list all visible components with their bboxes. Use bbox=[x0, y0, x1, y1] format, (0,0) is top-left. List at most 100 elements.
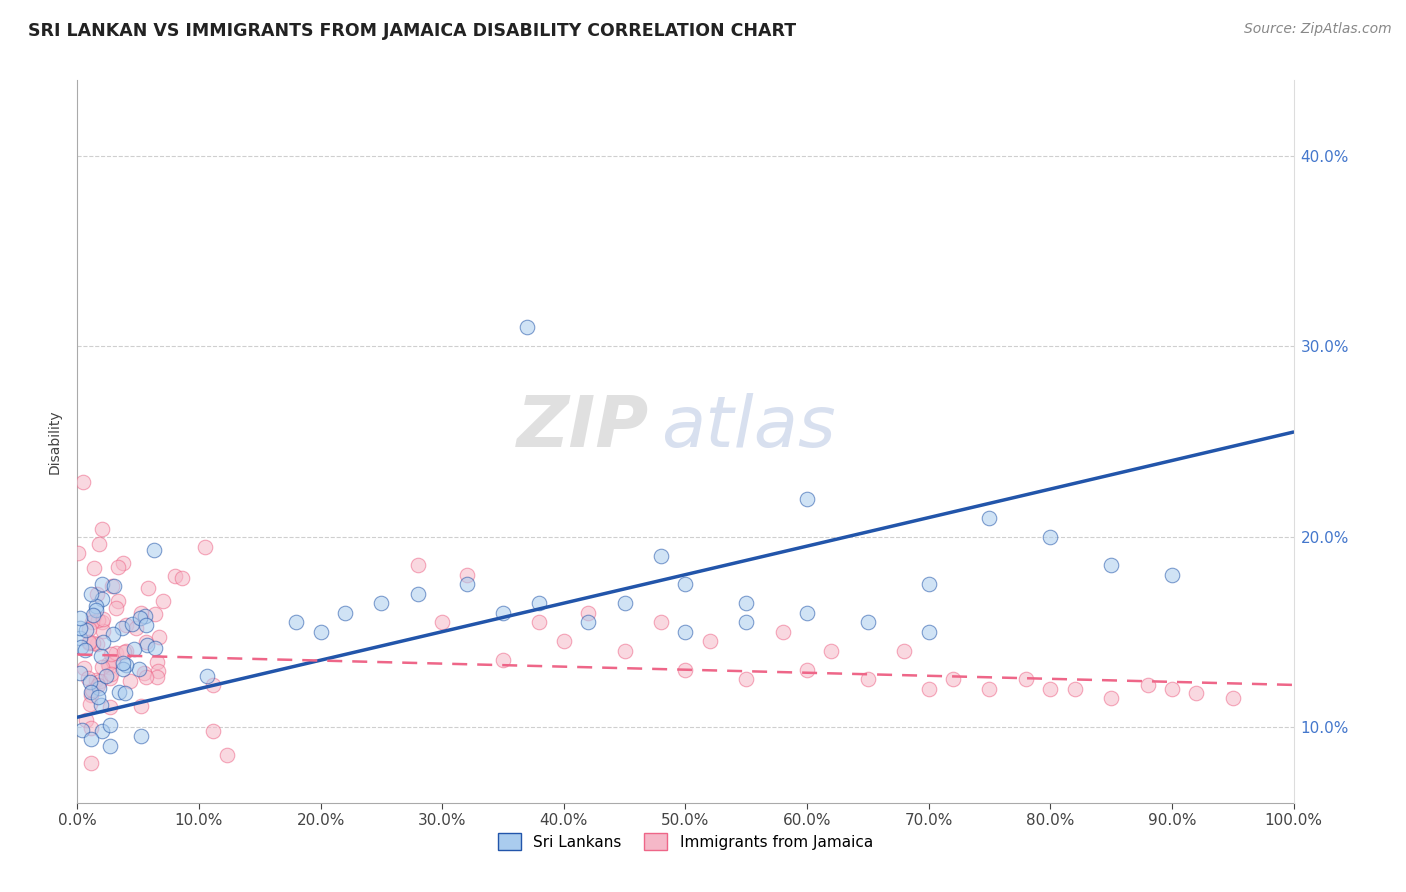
Point bbox=[406, 587, 429, 601]
Point bbox=[82, 636, 104, 650]
Point bbox=[1161, 567, 1184, 582]
Point bbox=[118, 673, 141, 688]
Point bbox=[80, 756, 103, 771]
Point bbox=[69, 611, 91, 625]
Point bbox=[735, 596, 758, 610]
Point bbox=[918, 577, 941, 591]
Point bbox=[79, 675, 101, 690]
Point bbox=[129, 729, 152, 743]
Point bbox=[91, 660, 114, 674]
Point bbox=[1099, 558, 1122, 573]
Point bbox=[94, 668, 117, 682]
Point bbox=[202, 678, 225, 692]
Text: atlas: atlas bbox=[661, 392, 835, 461]
Point bbox=[77, 623, 100, 637]
Point bbox=[675, 663, 697, 677]
Point bbox=[114, 686, 136, 700]
Point bbox=[370, 596, 392, 610]
Point bbox=[134, 665, 156, 680]
Point bbox=[82, 683, 104, 698]
Point bbox=[114, 644, 136, 658]
Point bbox=[197, 668, 219, 682]
Point bbox=[796, 663, 818, 677]
Point bbox=[1015, 672, 1038, 686]
Point bbox=[309, 624, 332, 639]
Point bbox=[135, 618, 157, 632]
Point bbox=[856, 672, 879, 686]
Point bbox=[979, 681, 1001, 696]
Point bbox=[90, 577, 112, 591]
Point bbox=[80, 685, 103, 699]
Point bbox=[80, 615, 103, 629]
Point bbox=[430, 615, 453, 630]
Point bbox=[87, 536, 110, 550]
Point bbox=[107, 594, 129, 608]
Point bbox=[125, 621, 148, 635]
Point bbox=[112, 645, 135, 659]
Point bbox=[796, 606, 818, 620]
Point bbox=[91, 624, 114, 638]
Point bbox=[1222, 691, 1244, 706]
Point bbox=[918, 624, 941, 639]
Point bbox=[69, 666, 91, 681]
Point bbox=[613, 643, 636, 657]
Point bbox=[172, 571, 194, 585]
Point bbox=[98, 718, 121, 732]
Point bbox=[73, 661, 96, 675]
Point bbox=[80, 721, 103, 735]
Point bbox=[100, 667, 122, 681]
Point bbox=[100, 647, 122, 661]
Point bbox=[1039, 530, 1062, 544]
Point bbox=[111, 662, 134, 676]
Point bbox=[146, 670, 169, 684]
Point bbox=[553, 634, 575, 648]
Point bbox=[333, 606, 356, 620]
Point bbox=[101, 579, 124, 593]
Point bbox=[80, 587, 103, 601]
Point bbox=[98, 671, 121, 685]
Point bbox=[202, 723, 225, 738]
Point bbox=[456, 577, 478, 591]
Point bbox=[128, 662, 150, 676]
Point bbox=[75, 642, 97, 657]
Point bbox=[87, 678, 110, 692]
Point bbox=[148, 630, 170, 644]
Point bbox=[84, 603, 107, 617]
Point bbox=[613, 596, 636, 610]
Point bbox=[152, 594, 174, 608]
Point bbox=[456, 567, 478, 582]
Point bbox=[91, 522, 114, 536]
Point bbox=[105, 601, 128, 615]
Point bbox=[101, 654, 124, 668]
Point bbox=[97, 660, 120, 674]
Point bbox=[91, 635, 114, 649]
Point bbox=[135, 634, 157, 648]
Point bbox=[69, 621, 91, 635]
Point bbox=[77, 671, 100, 685]
Point bbox=[145, 607, 167, 622]
Point bbox=[80, 688, 103, 702]
Point bbox=[77, 636, 100, 650]
Point bbox=[675, 624, 697, 639]
Y-axis label: Disability: Disability bbox=[48, 409, 62, 474]
Text: Source: ZipAtlas.com: Source: ZipAtlas.com bbox=[1244, 22, 1392, 37]
Point bbox=[84, 673, 107, 687]
Point bbox=[893, 643, 915, 657]
Point bbox=[772, 624, 794, 639]
Point bbox=[979, 510, 1001, 524]
Point bbox=[134, 609, 156, 624]
Point bbox=[1161, 681, 1184, 696]
Point bbox=[1136, 678, 1159, 692]
Point bbox=[1063, 681, 1085, 696]
Text: SRI LANKAN VS IMMIGRANTS FROM JAMAICA DISABILITY CORRELATION CHART: SRI LANKAN VS IMMIGRANTS FROM JAMAICA DI… bbox=[28, 22, 796, 40]
Point bbox=[796, 491, 818, 506]
Point bbox=[115, 618, 138, 632]
Legend: Sri Lankans, Immigrants from Jamaica: Sri Lankans, Immigrants from Jamaica bbox=[492, 827, 879, 856]
Point bbox=[66, 546, 89, 560]
Point bbox=[90, 698, 112, 713]
Point bbox=[70, 640, 93, 655]
Point bbox=[89, 673, 111, 688]
Point bbox=[83, 560, 105, 574]
Point bbox=[112, 657, 135, 671]
Point bbox=[576, 615, 599, 630]
